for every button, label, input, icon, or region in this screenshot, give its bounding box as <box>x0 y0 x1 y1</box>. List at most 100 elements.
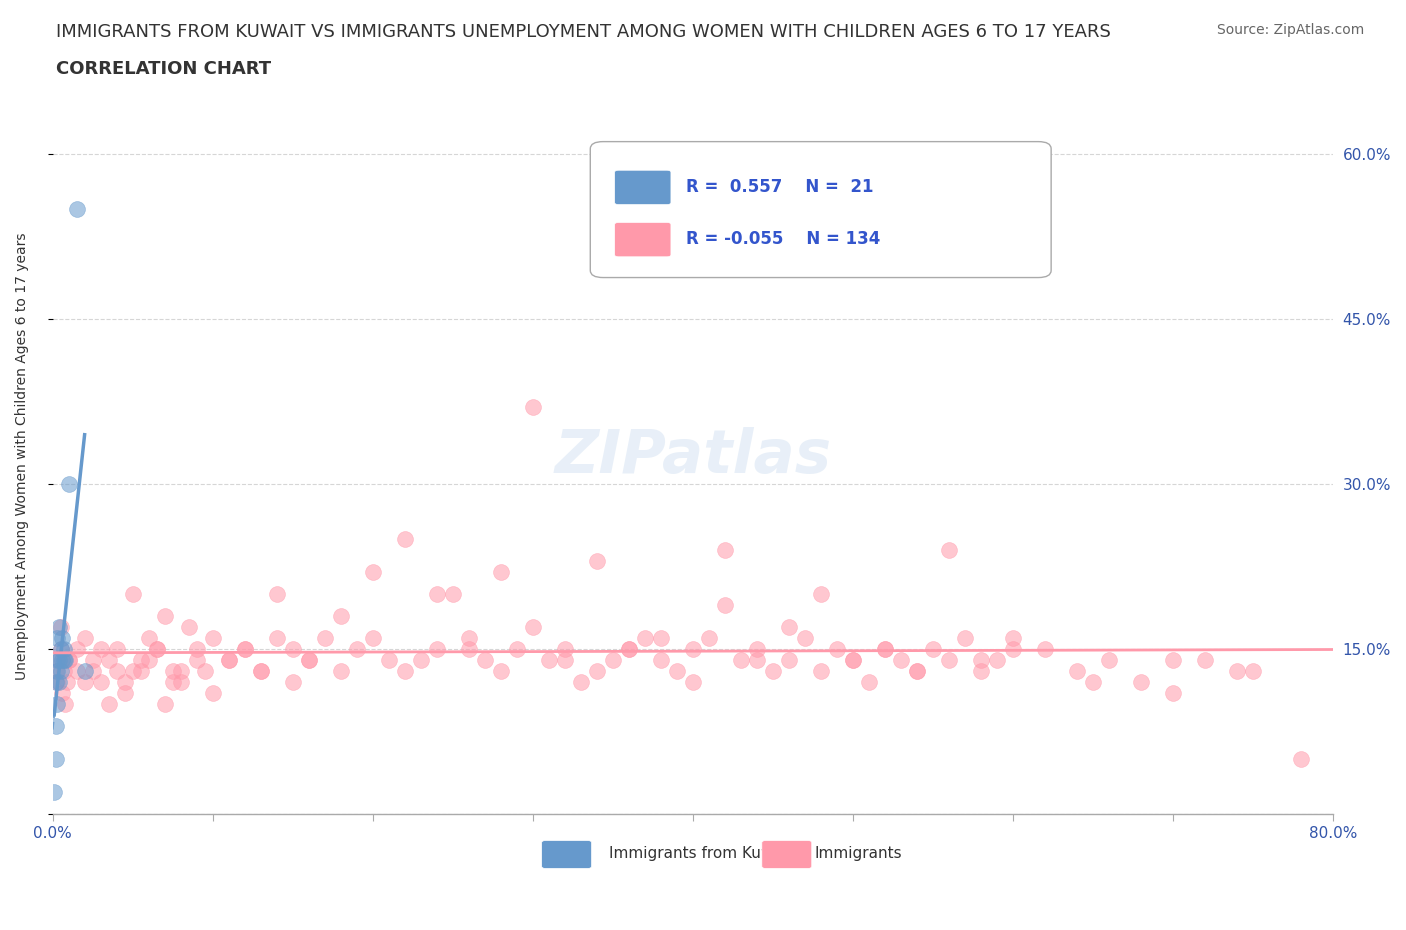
Point <box>665 664 688 679</box>
Point <box>82 653 104 668</box>
Point <box>73 674 96 689</box>
Point <box>730 653 752 668</box>
Point <box>186 653 208 668</box>
Point <box>858 674 880 689</box>
Point <box>46 664 69 679</box>
Point <box>713 598 735 613</box>
Point <box>1226 664 1249 679</box>
Point <box>778 653 800 668</box>
Point <box>45 664 67 679</box>
Point <box>233 642 256 657</box>
Point <box>474 653 496 668</box>
Point <box>361 565 384 579</box>
Point <box>281 674 304 689</box>
Point <box>114 685 136 700</box>
Point <box>873 642 896 657</box>
Text: CORRELATION CHART: CORRELATION CHART <box>56 60 271 78</box>
Point <box>329 664 352 679</box>
Point <box>65 201 87 216</box>
Text: Immigrants from Kuwait: Immigrants from Kuwait <box>609 846 793 861</box>
Point <box>489 565 512 579</box>
Point <box>58 653 80 668</box>
Point <box>762 664 785 679</box>
Point <box>169 674 191 689</box>
Point <box>129 653 152 668</box>
Point <box>873 642 896 657</box>
Point <box>617 642 640 657</box>
Point <box>58 653 80 668</box>
Point <box>45 751 67 766</box>
Point <box>55 653 77 668</box>
Point <box>266 631 288 645</box>
FancyBboxPatch shape <box>541 841 592 869</box>
Point <box>55 697 77 711</box>
Point <box>52 642 75 657</box>
Point <box>65 642 87 657</box>
Text: Source: ZipAtlas.com: Source: ZipAtlas.com <box>1216 23 1364 37</box>
Point <box>1033 642 1056 657</box>
Point <box>51 653 73 668</box>
Point <box>46 653 69 668</box>
Point <box>90 674 112 689</box>
Point <box>145 642 167 657</box>
Point <box>585 664 607 679</box>
Point <box>218 653 240 668</box>
Point <box>49 664 72 679</box>
Point <box>905 664 928 679</box>
Point <box>162 664 184 679</box>
Point <box>1081 674 1104 689</box>
Point <box>426 642 449 657</box>
Text: Immigrants: Immigrants <box>814 846 901 861</box>
Point <box>585 553 607 568</box>
Point <box>314 631 336 645</box>
Point <box>97 653 120 668</box>
Point <box>249 664 271 679</box>
Point <box>841 653 863 668</box>
Point <box>138 653 160 668</box>
Point <box>51 631 73 645</box>
Point <box>58 476 80 491</box>
Point <box>505 642 527 657</box>
Point <box>56 674 79 689</box>
Point <box>634 631 657 645</box>
Point <box>745 642 768 657</box>
Point <box>266 587 288 602</box>
Point <box>49 619 72 634</box>
Point <box>201 685 224 700</box>
Point <box>46 631 69 645</box>
Point <box>970 664 993 679</box>
Point <box>810 664 832 679</box>
Point <box>986 653 1008 668</box>
Point <box>1241 664 1264 679</box>
Point <box>121 664 143 679</box>
Point <box>329 608 352 623</box>
Point <box>46 697 69 711</box>
Point <box>1289 751 1312 766</box>
FancyBboxPatch shape <box>591 141 1052 277</box>
Point <box>1001 631 1024 645</box>
Point <box>82 664 104 679</box>
Point <box>953 631 976 645</box>
Point <box>52 664 75 679</box>
Point <box>249 664 271 679</box>
Point <box>1001 642 1024 657</box>
Point <box>569 674 592 689</box>
Point <box>186 642 208 657</box>
Point <box>153 608 176 623</box>
Text: R = -0.055    N = 134: R = -0.055 N = 134 <box>686 230 880 248</box>
Point <box>201 631 224 645</box>
Point <box>233 642 256 657</box>
Point <box>65 664 87 679</box>
FancyBboxPatch shape <box>762 841 811 869</box>
Point <box>1194 653 1216 668</box>
Point <box>298 653 321 668</box>
Point <box>377 653 399 668</box>
Point <box>46 674 69 689</box>
Point <box>73 631 96 645</box>
Point <box>394 531 416 546</box>
Point <box>890 653 912 668</box>
Point <box>90 642 112 657</box>
Text: R =  0.557    N =  21: R = 0.557 N = 21 <box>686 178 873 195</box>
Point <box>793 631 815 645</box>
Point <box>554 653 576 668</box>
